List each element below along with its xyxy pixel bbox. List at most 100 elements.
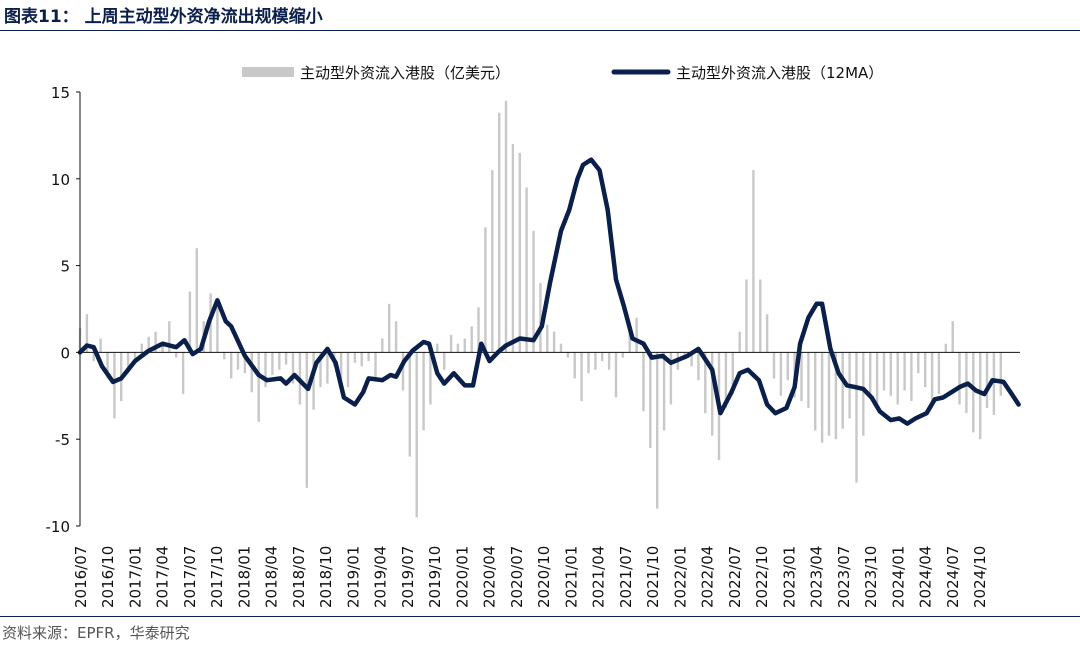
bar — [745, 279, 748, 353]
bar — [216, 307, 219, 353]
bar — [230, 352, 233, 379]
legend-line-label: 主动型外资流入港股（12MA） — [676, 64, 883, 82]
bar — [635, 317, 638, 353]
bar — [820, 352, 824, 443]
bar — [937, 352, 941, 395]
bar — [587, 352, 590, 374]
bar — [724, 352, 728, 408]
bar — [924, 352, 927, 388]
x-tick-label: 2023/04 — [808, 546, 826, 608]
bar — [429, 352, 432, 405]
bar — [278, 352, 281, 370]
bar — [566, 352, 570, 358]
x-tick-label: 2020/07 — [508, 546, 526, 608]
x-tick-label: 2019/01 — [345, 546, 363, 608]
bar — [284, 352, 288, 365]
bar — [752, 170, 755, 353]
bar — [972, 352, 975, 433]
bar — [367, 352, 370, 362]
bar — [92, 352, 95, 362]
bar — [312, 352, 315, 410]
bar — [869, 352, 872, 396]
bar-series — [78, 100, 1002, 518]
x-tick-label: 2020/01 — [453, 546, 471, 608]
bar — [106, 352, 109, 379]
ma-line — [77, 157, 1021, 426]
bar — [175, 352, 178, 358]
bar — [862, 352, 865, 436]
bar — [381, 338, 384, 353]
bar — [807, 352, 810, 408]
bar — [271, 352, 274, 375]
legend: 主动型外资流入港股（亿美元） 主动型外资流入港股（12MA） — [242, 64, 883, 82]
bar — [559, 343, 563, 353]
bar — [731, 352, 734, 395]
bar — [498, 112, 501, 353]
bar — [814, 352, 817, 431]
source-note: 资料来源：EPFR，华泰研究 — [2, 624, 190, 642]
bar — [113, 352, 116, 419]
bar — [580, 352, 583, 401]
bar — [917, 352, 920, 374]
chart: 15 10 5 0 -5 -10 2016/07 2016/10 2017/01 2017/04… — [46, 64, 1021, 608]
y-tick-label: 0 — [60, 344, 70, 362]
x-tick-label: 2024/04 — [917, 546, 935, 608]
y-tick-label: -5 — [55, 431, 70, 449]
bar — [614, 352, 618, 398]
x-tick-label: 2021/07 — [617, 546, 635, 608]
bar — [711, 352, 714, 436]
bar — [882, 352, 886, 391]
bar — [669, 352, 673, 405]
x-tick-label: 2021/10 — [644, 546, 662, 608]
bar — [147, 336, 150, 353]
x-tick-label: 2024/07 — [944, 546, 962, 608]
bar — [511, 144, 515, 353]
x-tick-label: 2016/07 — [72, 546, 90, 608]
bar — [704, 352, 707, 414]
bar — [772, 352, 776, 379]
bar — [436, 343, 439, 353]
bar — [834, 352, 838, 440]
bar — [401, 352, 405, 391]
y-tick-labels: 15 10 5 0 -5 -10 — [46, 84, 80, 536]
y-tick-label: -10 — [46, 518, 71, 536]
bar — [992, 352, 996, 415]
bar — [552, 331, 556, 353]
x-tick-label: 2017/10 — [208, 546, 226, 608]
bar — [133, 352, 137, 363]
bar — [291, 352, 295, 384]
x-tick-label: 2022/07 — [726, 546, 744, 608]
title-rule — [0, 30, 1080, 31]
x-tick-label: 2019/04 — [372, 546, 390, 608]
bar — [236, 352, 240, 370]
bar — [140, 343, 143, 353]
bar — [449, 335, 453, 353]
bar — [759, 279, 762, 353]
x-tick-label: 2016/10 — [99, 546, 117, 608]
bar — [264, 352, 267, 388]
x-tick-label: 2023/10 — [862, 546, 880, 608]
bar — [504, 100, 508, 353]
bar — [765, 314, 769, 353]
bar — [930, 352, 934, 405]
bar — [346, 352, 350, 388]
bar — [360, 352, 363, 367]
bar — [305, 352, 308, 488]
bar — [491, 170, 494, 353]
bar — [573, 352, 576, 379]
y-tick-label: 10 — [51, 171, 70, 189]
bar — [979, 352, 982, 440]
bar — [154, 331, 157, 353]
bar — [889, 352, 892, 396]
bar — [525, 187, 528, 353]
x-tick-label: 2017/07 — [181, 546, 199, 608]
bar — [910, 352, 913, 401]
x-tick-label: 2019/07 — [399, 546, 417, 608]
bar — [958, 352, 961, 405]
x-tick-label: 2021/01 — [562, 546, 580, 608]
bar — [422, 352, 425, 431]
bar — [99, 338, 102, 353]
bar — [827, 352, 831, 436]
x-tick-label: 2024/01 — [889, 546, 907, 608]
bar — [484, 227, 487, 353]
